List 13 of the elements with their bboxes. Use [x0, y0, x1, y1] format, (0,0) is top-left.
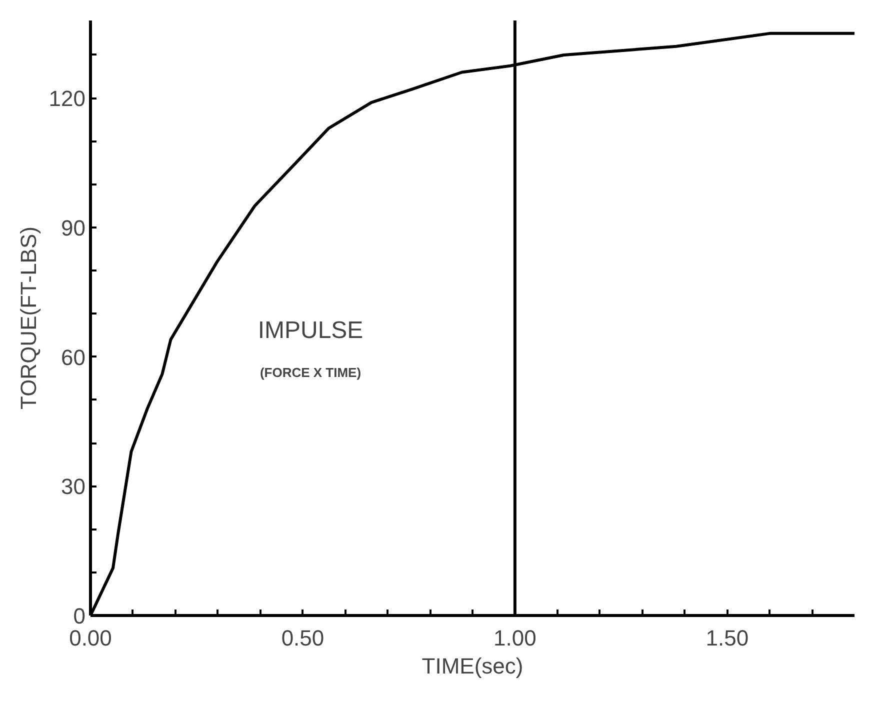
x-axis-title: TIME(sec) [422, 654, 524, 678]
x-tick-label: 0.00 [69, 626, 112, 650]
x-tick-label: 1.50 [706, 626, 749, 650]
y-tick-label: 0 [73, 604, 86, 628]
annotation: IMPULSE [258, 317, 364, 344]
y-tick-label: 30 [61, 474, 86, 500]
annotation: (FORCE X TIME) [260, 365, 362, 380]
y-tick-label: 60 [61, 344, 86, 370]
y-tick-label: 120 [48, 86, 86, 112]
y-axis-title: TORQUE(FT-LBS) [16, 226, 41, 410]
x-tick-label: 1.00 [494, 626, 536, 650]
x-tick-label: 0.50 [281, 626, 324, 650]
y-tick-label: 90 [61, 215, 86, 240]
